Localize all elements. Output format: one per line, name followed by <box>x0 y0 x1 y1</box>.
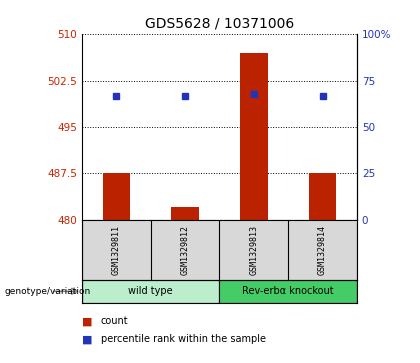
Text: wild type: wild type <box>129 286 173 296</box>
Bar <box>309 173 336 220</box>
Bar <box>102 173 130 220</box>
Text: GSM1329813: GSM1329813 <box>249 225 258 274</box>
Text: GSM1329812: GSM1329812 <box>181 225 189 274</box>
Text: count: count <box>101 316 129 326</box>
Text: ■: ■ <box>82 334 92 344</box>
Text: GSM1329811: GSM1329811 <box>112 225 121 274</box>
Text: genotype/variation: genotype/variation <box>4 287 90 296</box>
Text: GSM1329814: GSM1329814 <box>318 225 327 274</box>
Text: percentile rank within the sample: percentile rank within the sample <box>101 334 266 344</box>
Title: GDS5628 / 10371006: GDS5628 / 10371006 <box>145 17 294 30</box>
Bar <box>240 53 268 220</box>
Text: Rev-erbα knockout: Rev-erbα knockout <box>242 286 334 296</box>
Bar <box>220 280 357 303</box>
Text: ■: ■ <box>82 316 92 326</box>
Bar <box>171 207 199 220</box>
Bar <box>82 280 220 303</box>
